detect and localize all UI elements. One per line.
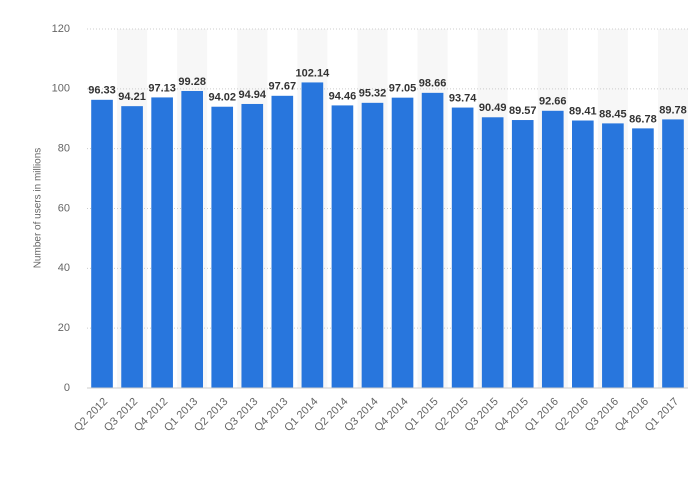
value-label: 89.41 — [569, 105, 597, 117]
bar — [91, 99, 113, 389]
y-tick-label: 80 — [58, 143, 70, 155]
value-label: 93.74 — [449, 92, 477, 104]
bar — [121, 106, 143, 388]
bar — [151, 97, 173, 388]
bar — [331, 105, 354, 388]
y-tick-label: 40 — [58, 262, 70, 274]
value-label: 94.46 — [329, 90, 357, 102]
value-label: 97.13 — [148, 82, 176, 94]
y-tick-label: 100 — [52, 83, 70, 95]
bar — [451, 107, 474, 389]
bar — [662, 119, 684, 388]
bar — [511, 120, 534, 389]
value-label: 95.32 — [359, 88, 387, 100]
value-label: 94.21 — [118, 91, 146, 103]
value-label: 99.28 — [178, 76, 206, 88]
value-label: 96.33 — [88, 85, 116, 97]
value-label: 97.05 — [389, 83, 417, 95]
bar — [211, 106, 234, 388]
value-label: 90.49 — [479, 102, 507, 114]
y-tick-label: 0 — [64, 382, 70, 394]
y-tick-label: 20 — [58, 322, 70, 334]
bar — [602, 123, 624, 388]
bar — [271, 95, 294, 388]
value-label: 89.78 — [659, 104, 687, 116]
bar — [391, 97, 414, 388]
value-label: 97.67 — [269, 81, 297, 93]
bar — [481, 117, 504, 388]
bar — [301, 82, 324, 389]
value-label: 89.57 — [509, 105, 537, 117]
bar — [421, 92, 444, 388]
value-label: 92.66 — [539, 96, 567, 108]
bar — [541, 110, 564, 388]
value-label: 94.94 — [239, 89, 267, 101]
x-tick-label: Q1 2017 — [643, 396, 681, 434]
value-label: 98.66 — [419, 78, 447, 90]
value-label: 88.45 — [599, 108, 627, 120]
y-tick-label: 60 — [58, 202, 70, 214]
bar — [632, 128, 654, 388]
value-label: 102.14 — [296, 67, 331, 79]
y-axis-label: Number of users in millions — [33, 148, 44, 269]
bar — [572, 120, 594, 389]
bar — [181, 90, 203, 388]
value-label: 94.02 — [208, 92, 236, 104]
y-tick-label: 120 — [52, 23, 70, 35]
bar — [241, 103, 264, 389]
bar — [361, 102, 384, 388]
value-label: 86.78 — [629, 113, 657, 125]
